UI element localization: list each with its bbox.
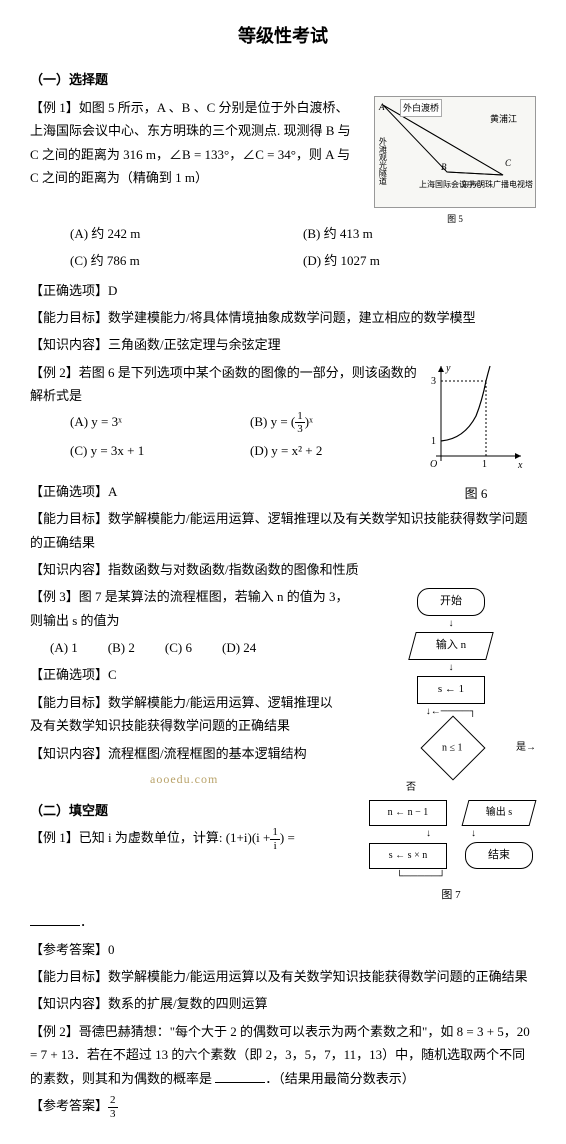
page-title: 等级性考试 [30, 20, 536, 52]
example-1-stem: 【例 1】如图 5 所示，A 、B 、C 分别是位于外白渡桥、上海国际会议中心、… [30, 96, 360, 190]
example-3-options: (A) 1 (B) 2 (C) 6 (D) 24 [50, 636, 356, 659]
fig5-label: 外滩观光隧道 [375, 137, 389, 185]
svg-text:y: y [445, 363, 451, 374]
fig5-label: 外白渡桥 [400, 99, 442, 117]
option-a: (A) 约 242 m [70, 222, 303, 245]
fig5-label: 东方明珠广播电视塔 [461, 178, 533, 192]
fig5-point: A [379, 99, 385, 115]
example-3-knowledge: 【知识内容】流程框图/流程框图的基本逻辑结构 [30, 742, 536, 765]
figure-6: x y O 1 3 1 图 6 [426, 361, 526, 471]
example-1-ability: 【能力目标】数学建模能力/将具体情境抽象成数学问题，建立相应的数学模型 [30, 306, 536, 329]
example-1-options: (A) 约 242 m (B) 约 413 m (C) 约 786 m (D) … [70, 220, 536, 275]
fig5-point: B [441, 159, 447, 175]
arrow-icon: ↓←────┐ [366, 707, 536, 717]
example-1-knowledge: 【知识内容】三角函数/正弦定理与余弦定理 [30, 333, 536, 356]
fill-blank [30, 911, 80, 926]
example-2-ability: 【能力目标】数学解模能力/能运用运算、逻辑推理以及有关数学知识技能获得数学问题的… [30, 507, 536, 554]
example-3-ability: 【能力目标】数学解模能力/能运用运算、逻辑推理以及有关数学知识技能获得数学问题的… [30, 691, 340, 738]
arrow-icon: └─────┘ [396, 872, 536, 882]
flow-no-label: 否 [406, 779, 416, 797]
section-1-heading: （一）选择题 [30, 68, 536, 91]
svg-text:x: x [517, 460, 523, 471]
example-3-answer: 【正确选项】C [30, 663, 536, 686]
example-4-answer: 【参考答案】0 [30, 938, 536, 961]
figure-5-caption: 图 5 [375, 211, 535, 227]
option-a: (A) 1 [50, 636, 78, 659]
example-5-stem: 【例 2】哥德巴赫猜想："每个大于 2 的偶数可以表示为两个素数之和"，如 8 … [30, 1020, 536, 1090]
option-d: (D) 约 1027 m [303, 249, 536, 272]
arrow-icon: ↓ [366, 619, 536, 629]
option-d: (D) 24 [222, 636, 256, 659]
example-3-stem: 【例 3】图 7 是某算法的流程框图，若输入 n 的值为 3，则输出 s 的值为 [30, 585, 350, 632]
example-2-answer: 【正确选项】A [30, 480, 536, 503]
option-c: (C) 约 786 m [70, 249, 303, 272]
flow-start: 开始 [417, 588, 485, 616]
example-2-knowledge: 【知识内容】指数函数与对数函数/指数函数的图像和性质 [30, 558, 536, 581]
option-a: (A) y = 3ˣ [70, 410, 250, 436]
figure-5: 外白渡桥 黄浦江 外滩观光隧道 A B C 上海国际会议中心 东方明珠广播电视塔… [374, 96, 536, 208]
flow-output: 输出 s [462, 800, 537, 826]
fig5-label: 黄浦江 [490, 111, 517, 127]
example-4-stem: 【例 1】已知 i 为虚数单位，计算: (1+i)(i +1i) = [30, 826, 536, 852]
fill-blank [215, 1068, 265, 1083]
svg-text:1: 1 [482, 459, 487, 470]
figure-7-caption: 图 7 [366, 886, 536, 906]
option-c: (C) 6 [165, 636, 192, 659]
example-1-answer: 【正确选项】D [30, 279, 536, 302]
svg-text:3: 3 [431, 376, 436, 387]
fig5-point: C [505, 155, 511, 171]
flow-input: 输入 n [408, 632, 493, 660]
example-4-knowledge: 【知识内容】数系的扩展/复数的四则运算 [30, 992, 536, 1015]
option-d: (D) y = x² + 2 [250, 439, 430, 462]
example-5-answer: 【参考答案】23 [30, 1094, 536, 1120]
example-4-ability: 【能力目标】数学解模能力/能运用运算以及有关数学知识技能获得数学问题的正确结果 [30, 965, 536, 988]
option-b: (B) y = (13)ˣ [250, 410, 430, 436]
option-c: (C) y = 3x + 1 [70, 439, 250, 462]
example-2-stem: 【例 2】若图 6 是下列选项中某个函数的图像的一部分，则该函数的解析式是 [30, 361, 420, 408]
flow-assign: n ← n − 1 [369, 800, 447, 826]
option-b: (B) 2 [108, 636, 135, 659]
svg-text:O: O [430, 459, 437, 470]
svg-text:1: 1 [431, 436, 436, 447]
